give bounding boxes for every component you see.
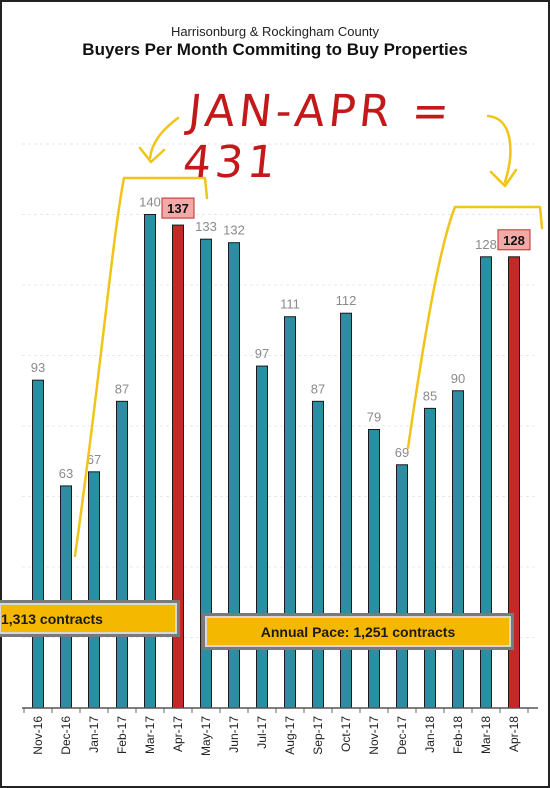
annual-pace-box: Annual Pace: 1,251 contracts (202, 613, 514, 650)
x-axis-ticks: Nov-16 Dec-16 Jan-17 Feb-17 Mar-17 Apr-17 May-… (31, 716, 521, 756)
x-tick-label: Oct-17 (339, 716, 353, 752)
x-tick-label: Apr-18 (507, 716, 521, 752)
bar (368, 429, 380, 709)
x-tick-label: Jul-17 (255, 716, 269, 749)
data-label: 128 (475, 237, 497, 252)
bar (452, 390, 464, 709)
handdrawn-markers (73, 114, 544, 558)
data-label: 85 (423, 388, 437, 403)
x-tick-label: Apr-17 (171, 716, 185, 752)
total-contracts-label: 1,313 contracts (1, 610, 103, 627)
x-tick-label: Aug-17 (283, 716, 297, 755)
data-label: 69 (395, 445, 409, 460)
chart-subtitle: Harrisonburg & Rockingham County (170, 24, 380, 39)
bar (116, 400, 128, 709)
data-label: 132 (223, 223, 245, 238)
x-tick-label: Nov-16 (31, 716, 45, 755)
data-label: 137 (167, 201, 189, 216)
arrow-right-head (489, 168, 518, 188)
x-tick-label: Jan-18 (423, 716, 437, 753)
bar (32, 379, 44, 709)
x-tick-label: Feb-18 (451, 716, 465, 754)
bar (424, 407, 436, 709)
x-axis (22, 707, 538, 713)
data-label: 87 (311, 381, 325, 396)
x-tick-label: Nov-17 (367, 716, 381, 755)
chart-title: Buyers Per Month Commiting to Buy Proper… (82, 40, 468, 59)
data-label: 79 (367, 410, 381, 425)
annual-pace-label: Annual Pace: 1,251 contracts (260, 623, 456, 640)
bar (60, 485, 72, 709)
x-tick-label: Jan-17 (87, 716, 101, 753)
x-tick-label: Dec-16 (59, 716, 73, 755)
bracket-right (406, 205, 544, 450)
bar (256, 365, 268, 709)
x-tick-label: Jun-17 (227, 716, 241, 753)
data-label: 93 (31, 360, 45, 375)
data-label: 87 (115, 381, 129, 396)
arrow-left-head (138, 146, 166, 164)
data-label: 133 (195, 219, 217, 234)
data-labels: 93 63 67 87 140 137 133 132 97 111 87 112 79 69 85 90 12… (31, 195, 531, 481)
data-label: 97 (255, 346, 269, 361)
x-tick-label: Mar-17 (143, 716, 157, 754)
x-tick-label: May-17 (199, 716, 213, 756)
bar (312, 400, 324, 709)
data-label: 111 (280, 297, 300, 312)
bar (396, 464, 408, 709)
gridlines (22, 143, 538, 638)
data-label: 63 (59, 466, 73, 481)
data-label: 90 (451, 371, 465, 386)
arrow-left-shaft (148, 116, 180, 160)
bracket-left (73, 176, 209, 558)
data-label: 67 (87, 452, 101, 467)
total-contracts-box: 1,313 contracts (0, 600, 180, 637)
data-label-highlight-bg (161, 197, 195, 219)
data-label: 140 (139, 195, 161, 210)
x-tick-label: Feb-17 (115, 716, 129, 754)
x-tick-label: Mar-18 (479, 716, 493, 754)
data-label: 128 (503, 233, 525, 248)
handwritten-note: JAN-APR = 431 (180, 86, 456, 188)
x-tick-label: Sep-17 (311, 716, 325, 755)
arrow-right-shaft (486, 114, 512, 184)
data-label-highlight-bg (497, 229, 531, 251)
bar (88, 471, 100, 709)
x-tick-label: Dec-17 (395, 716, 409, 755)
data-label: 112 (336, 293, 357, 308)
